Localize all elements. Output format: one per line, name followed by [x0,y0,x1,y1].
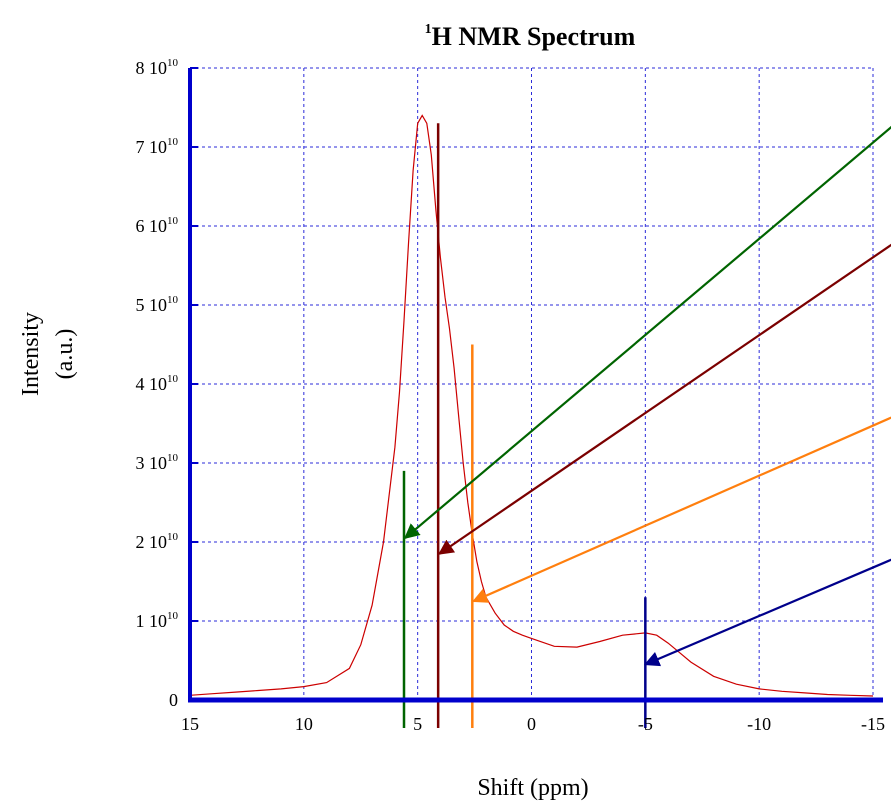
y-axis-label-line2: (a.u.) [52,329,78,380]
y-tick-label-2: 2 1010 [136,531,179,552]
marker-layer [402,123,647,728]
axes [188,67,883,703]
y-axis-label: Intensity (a.u.) [18,312,78,396]
y-tick-label-8: 8 1010 [136,57,179,78]
y-tick-label-6: 6 1010 [136,215,179,236]
y-tick-mantissa-5: 5 10 [136,295,168,315]
y-tick-mantissa-8: 8 10 [136,58,168,78]
annotation-arrow-0 [403,125,891,540]
y-tick-mantissa-3: 3 10 [136,453,168,473]
chart-title: 1H NMR Spectrum [425,22,636,51]
y-tick-mantissa-6: 6 10 [136,216,168,236]
annotation-arrow-1 [438,243,891,555]
y-tick-exponent-3: 10 [167,452,179,464]
x-tick-label-5: -10 [747,714,771,734]
series-layer [189,114,874,697]
y-tick-exponent-4: 10 [167,373,179,385]
y-tick-label-5: 5 1010 [136,294,179,315]
grid [190,67,874,700]
x-tick-label-2: 5 [413,714,422,734]
y-tick-exponent-1: 10 [167,610,179,622]
y-tick-exponent-5: 10 [167,294,179,306]
x-tick-label-0: 15 [181,714,199,734]
y-tick-mantissa-7: 7 10 [136,137,168,157]
x-tick-label-3: 0 [527,714,536,734]
x-tick-label-4: -5 [638,714,653,734]
y-tick-exponent-8: 10 [167,57,179,69]
y-tick-mantissa-2: 2 10 [136,532,168,552]
x-axis-label: Shift (ppm) [477,775,588,801]
y-tick-mantissa-0: 0 [169,690,178,710]
title-text: H NMR Spectrum [432,22,636,51]
y-axis-label-line1: Intensity [18,312,44,396]
y-tick-label-1: 1 1010 [136,610,179,631]
x-tick-labels: 15 10 5 0 -5 -10 -15 [181,714,885,734]
y-tick-label-7: 7 1010 [136,136,179,157]
title-superscript: 1 [425,22,432,37]
arrow-layer [403,125,891,667]
y-tick-label-4: 4 1010 [136,373,179,394]
annotation-arrow-3 [643,558,891,667]
spectrum-line-0 [189,114,874,697]
y-tick-label-3: 3 1010 [136,452,179,473]
y-tick-label-0: 0 [169,690,178,710]
annotation-arrow-2 [472,416,891,603]
y-tick-exponent-2: 10 [167,531,179,543]
y-tick-exponent-7: 10 [167,136,179,148]
x-tick-label-1: 10 [295,714,313,734]
x-tick-label-6: -15 [861,714,885,734]
y-tick-mantissa-4: 4 10 [136,374,168,394]
y-tick-mantissa-1: 1 10 [136,611,168,631]
y-tick-exponent-6: 10 [167,215,179,227]
